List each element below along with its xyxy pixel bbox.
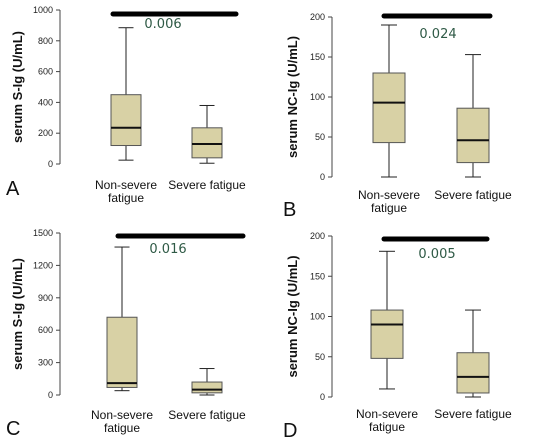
panel-label-d: D [283, 420, 297, 442]
box-d-1 [456, 352, 490, 394]
y-tick-label-d-3: 150 [310, 271, 325, 281]
y-tick-label-a-3: 600 [38, 67, 53, 77]
category-label-line: fatigue [369, 420, 405, 434]
panel-label-b: B [283, 199, 296, 221]
box-b-0 [372, 72, 406, 144]
y-tick-label-a-5: 1000 [33, 5, 53, 15]
category-label-line: Non-severe [356, 407, 418, 421]
category-label-line: Non-severe [95, 178, 157, 192]
category-label-line: fatigue [104, 421, 140, 435]
y-tick-label-c-4: 1200 [33, 260, 53, 270]
box-c-0 [106, 316, 138, 388]
p-value-c: 0.016 [149, 242, 186, 257]
p-value-b: 0.024 [419, 27, 456, 42]
box-c-1 [191, 381, 223, 394]
category-label-c-1: Severe fatigue [168, 408, 246, 422]
category-label-b-1: Severe fatigue [434, 188, 512, 202]
category-label-line: Non-severe [358, 188, 420, 202]
category-label-d-1: Severe fatigue [434, 407, 512, 421]
y-tick-label-c-5: 1500 [33, 228, 53, 238]
category-label-a-0: Non-severe fatigue [95, 178, 157, 205]
box-a-1 [191, 127, 223, 159]
y-tick-label-d-1: 50 [315, 352, 325, 362]
category-label-line: Severe fatigue [168, 408, 246, 422]
y-tick-label-d-4: 200 [310, 231, 325, 241]
y-tick-label-a-1: 200 [38, 128, 53, 138]
y-tick-label-b-1: 50 [315, 132, 325, 142]
category-label-c-0: Non-severe fatigue [91, 408, 153, 435]
y-tick-label-d-2: 100 [310, 312, 325, 322]
y-tick-label-b-3: 150 [310, 52, 325, 62]
y-tick-label-a-4: 800 [38, 36, 53, 46]
y-tick-label-a-0: 0 [48, 159, 53, 169]
y-tick-label-b-0: 0 [320, 172, 325, 182]
panel-label-a: A [6, 178, 20, 200]
category-label-b-0: Non-severe fatigue [358, 188, 420, 215]
category-label-line: Severe fatigue [434, 407, 512, 421]
p-value-a: 0.006 [144, 17, 181, 32]
p-value-d: 0.005 [418, 247, 455, 262]
category-label-line: fatigue [371, 201, 407, 215]
y-axis-label-b: serum NC-Ig (U/mL) [285, 36, 300, 158]
y-axis-label-a: serum S-Ig (U/mL) [10, 31, 25, 143]
y-tick-label-c-0: 0 [48, 390, 53, 400]
panel-label-c: C [6, 418, 20, 440]
box-d-0 [370, 309, 404, 359]
box-a-0 [110, 94, 142, 147]
category-label-a-1: Severe fatigue [168, 178, 246, 192]
y-tick-label-a-2: 400 [38, 97, 53, 107]
y-axis-label-d: serum NC-Ig (U/mL) [285, 255, 300, 377]
y-tick-label-b-2: 100 [310, 92, 325, 102]
category-label-line: Non-severe [91, 408, 153, 422]
y-tick-label-c-1: 300 [38, 358, 53, 368]
category-label-d-0: Non-severe fatigue [356, 407, 418, 434]
y-axis-label-c: serum S-Ig (U/mL) [10, 258, 25, 370]
category-label-line: Severe fatigue [168, 178, 246, 192]
y-tick-label-c-3: 900 [38, 293, 53, 303]
category-label-line: Severe fatigue [434, 188, 512, 202]
category-label-line: fatigue [108, 191, 144, 205]
y-tick-label-d-0: 0 [320, 392, 325, 402]
box-b-1 [456, 107, 490, 164]
y-tick-label-b-4: 200 [310, 12, 325, 22]
y-tick-label-c-2: 600 [38, 325, 53, 335]
